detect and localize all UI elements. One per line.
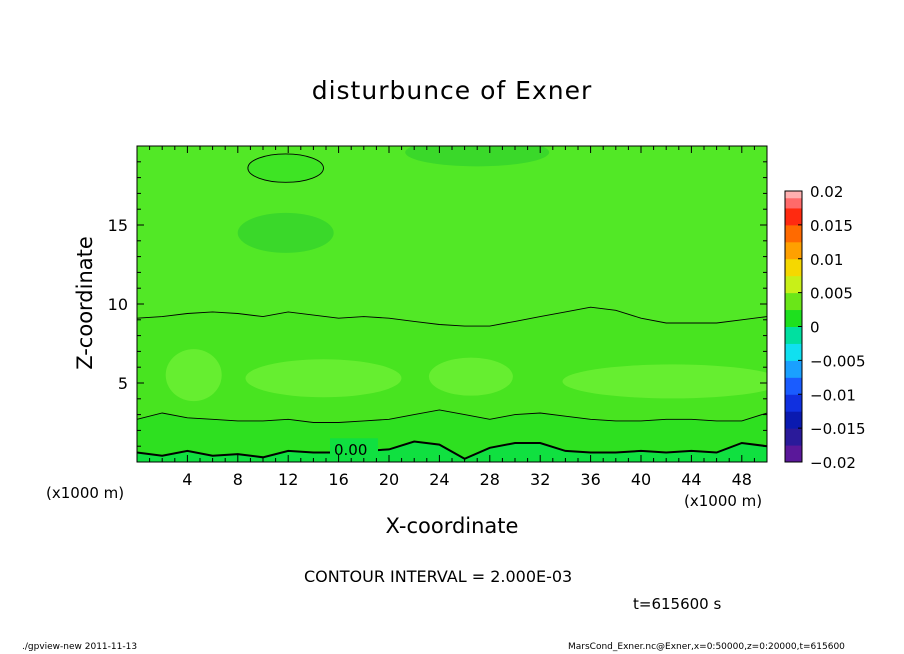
- x-unit-label-right: (x1000 m): [684, 492, 763, 510]
- contour-line-top: [247, 153, 324, 183]
- y-axis: 5 10 15: [108, 161, 767, 447]
- band-highlight-4: [562, 364, 767, 399]
- colorbar-segment: [785, 326, 802, 344]
- colorbar-label: 0: [810, 319, 820, 337]
- colorbar-label: 0.015: [810, 217, 853, 235]
- colorbar-segment: [785, 207, 802, 226]
- colorbar-segment: [785, 197, 802, 209]
- x-tick-label: 16: [328, 470, 348, 489]
- chart-title: disturbunce of Exner: [311, 76, 593, 105]
- footer-left: ./gpview-new 2011-11-13: [22, 642, 138, 652]
- y-axis-title: Z-coordinate: [73, 236, 97, 370]
- footer-right: MarsCond_Exner.nc@Exner,x=0:50000,z=0:20…: [568, 642, 845, 652]
- x-tick-label: 12: [278, 470, 298, 489]
- colorbar-segment: [785, 377, 802, 395]
- x-tick-label: 36: [580, 470, 600, 489]
- y-tick-label: 5: [118, 374, 128, 393]
- x-tick-label: 28: [480, 470, 500, 489]
- colorbar-segment: [785, 428, 802, 446]
- colorbar-segment: [785, 394, 802, 412]
- colorbar-segment: [785, 343, 802, 361]
- colorbar-segment: [785, 309, 802, 327]
- y-tick-label: 10: [108, 295, 128, 314]
- colorbar-label: −0.01: [810, 386, 856, 404]
- colorbar-label: 0.01: [810, 251, 843, 269]
- colorbar-segment: [785, 241, 802, 260]
- band-highlight-2: [245, 359, 402, 398]
- x-tick-label: 4: [182, 470, 192, 489]
- colorbar-segment: [785, 275, 802, 294]
- time-text: t=615600 s: [633, 595, 722, 613]
- colorbar-label: −0.02: [810, 454, 856, 472]
- x-tick-label: 40: [631, 470, 651, 489]
- colorbar-label: 0.005: [810, 285, 853, 303]
- contour-line-zero: [137, 440, 767, 460]
- contour-label: 0.00: [334, 441, 367, 459]
- contour-line-low: [137, 409, 767, 423]
- colorbar-segment: [785, 191, 802, 199]
- x-tick-label: 48: [732, 470, 752, 489]
- x-tick-label: 20: [379, 470, 399, 489]
- x-unit-label-left: (x1000 m): [46, 484, 125, 502]
- band-upper-dip: [237, 212, 334, 253]
- contour-label-gap: [330, 438, 378, 455]
- colorbar-segment: [785, 224, 802, 243]
- band-lower: [137, 409, 767, 462]
- x-tick-label: 44: [681, 470, 701, 489]
- colorbar-label: −0.005: [810, 352, 866, 370]
- band-highlight-1: [165, 349, 222, 402]
- colorbar-segment: [785, 360, 802, 378]
- y-tick-label: 15: [108, 216, 128, 235]
- colorbar-segment: [785, 292, 802, 311]
- x-tick-label: 24: [429, 470, 449, 489]
- plot-area: [137, 146, 767, 462]
- colorbar: 0.02 0.015 0.01 0.005 0 −0.005 −0.01 −0.015 −0.0…: [784, 183, 866, 472]
- contour-line-mid: [137, 306, 767, 327]
- x-axis: 4 8 12 16 20 24 28 32 36 40 44 48: [149, 146, 755, 489]
- colorbar-label: −0.015: [810, 420, 866, 438]
- contour-interval-text: CONTOUR INTERVAL = 2.000E-03: [304, 567, 573, 586]
- colorbar-segment: [785, 411, 802, 429]
- colorbar-segment: [785, 258, 802, 277]
- colorbar-segment: [785, 445, 802, 463]
- x-tick-label: 8: [233, 470, 243, 489]
- x-axis-title: X-coordinate: [385, 514, 519, 538]
- colorbar-label: 0.02: [810, 183, 843, 201]
- x-tick-label: 32: [530, 470, 550, 489]
- band-highlight-3: [428, 357, 513, 396]
- band-top-dip: [405, 146, 550, 167]
